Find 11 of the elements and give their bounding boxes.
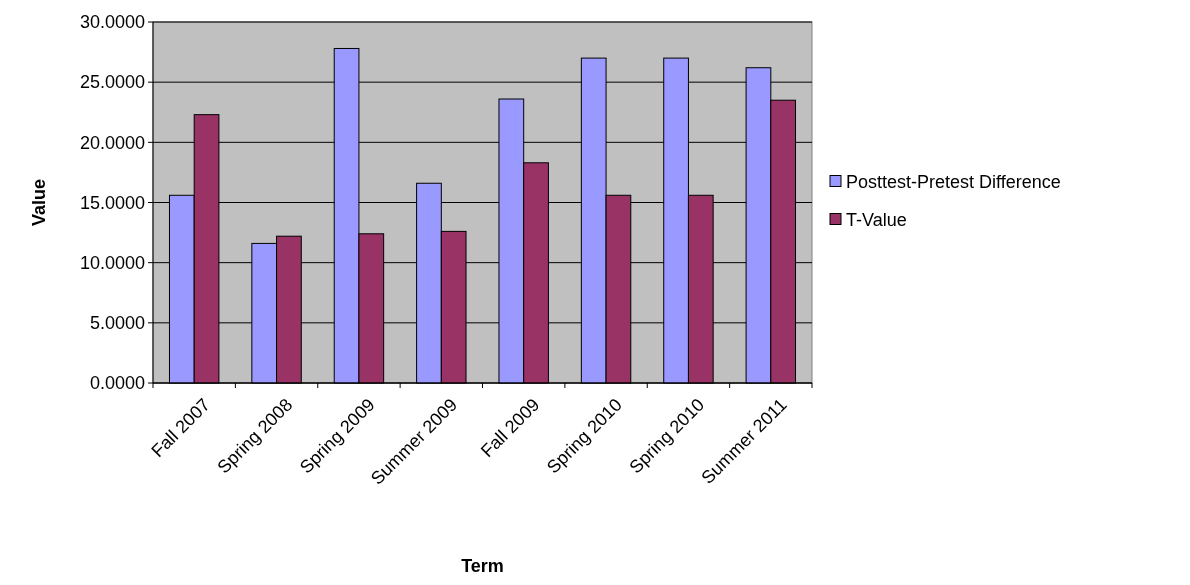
legend-label: Posttest-Pretest Difference xyxy=(846,171,1061,192)
y-tick-label: 20.0000 xyxy=(79,132,145,153)
y-tick-label: 10.0000 xyxy=(79,252,145,273)
y-tick-label: 25.0000 xyxy=(79,72,145,93)
y-tick-label: 5.0000 xyxy=(89,313,145,334)
legend-label: T-Value xyxy=(846,209,907,230)
y-tick-label: 30.0000 xyxy=(79,12,145,33)
y-tick-label: 0.0000 xyxy=(89,373,145,394)
y-axis-title: Value xyxy=(29,178,49,227)
y-tick-label: 15.0000 xyxy=(79,192,145,213)
x-axis-title: Term xyxy=(461,556,504,576)
